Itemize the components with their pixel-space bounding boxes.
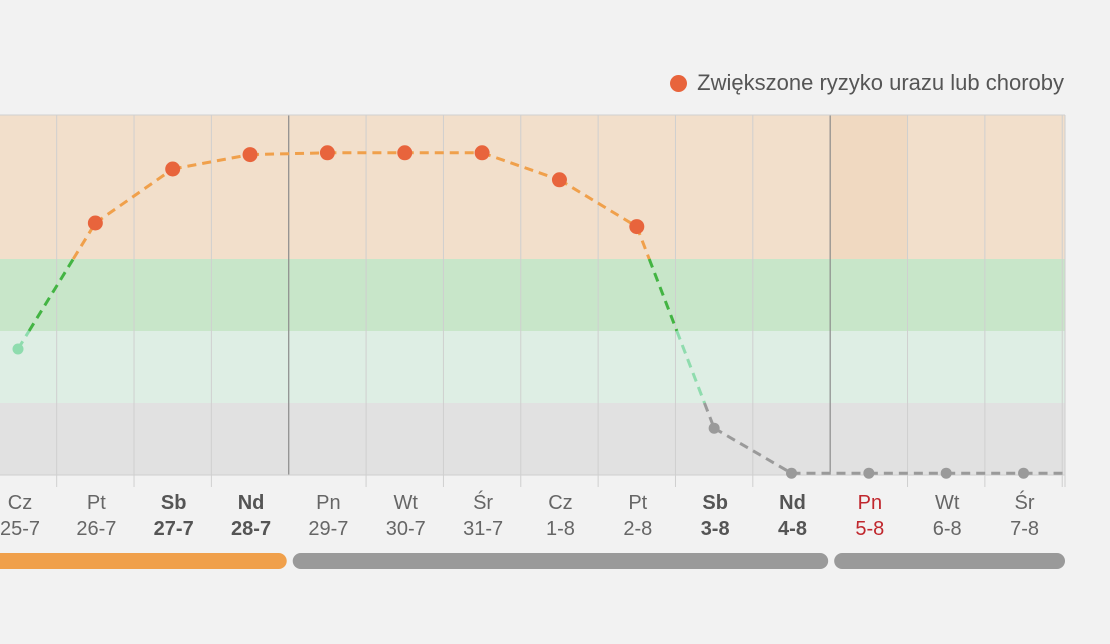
tick-day-label: Sb xyxy=(161,492,187,514)
tick-day-label: Cz xyxy=(548,492,572,514)
tick-date-label: 7-8 xyxy=(1010,518,1039,540)
week-bar-past xyxy=(0,553,287,569)
tick-date-label: 1-8 xyxy=(546,518,575,540)
tick-day-label: Nd xyxy=(779,492,806,514)
tick-date-label: 31-7 xyxy=(463,518,503,540)
chart-points xyxy=(12,145,1030,479)
tick-day-label: Pn xyxy=(858,492,882,514)
data-point xyxy=(863,467,875,479)
tick-day-label: Śr xyxy=(1015,490,1035,514)
data-point xyxy=(708,422,720,434)
tick-date-label: 30-7 xyxy=(386,518,426,540)
band-mid xyxy=(0,331,1065,403)
week-bar-week xyxy=(834,553,1065,569)
tick-day-label: Śr xyxy=(473,490,493,514)
week-bars xyxy=(0,553,1065,569)
chart-grid xyxy=(0,114,1066,487)
week-bar-week xyxy=(292,553,829,569)
band-good xyxy=(0,259,1065,331)
chart-bands xyxy=(0,115,1065,475)
tick-day-label: Cz xyxy=(8,492,32,514)
data-point xyxy=(940,467,952,479)
tick-date-label: 28-7 xyxy=(231,518,271,540)
tick-day-label: Nd xyxy=(238,492,265,514)
data-point xyxy=(242,147,258,163)
data-point xyxy=(165,161,181,177)
series-line-segment xyxy=(675,330,706,404)
tick-day-label: Pt xyxy=(87,492,106,514)
series-line-segment xyxy=(250,151,328,157)
data-point xyxy=(12,343,24,355)
band-high xyxy=(0,115,1065,259)
data-point xyxy=(786,467,797,479)
legend: Zwiększone ryzyko urazu lub choroby xyxy=(670,70,1064,96)
tick-date-label: 6-8 xyxy=(933,518,962,540)
tick-day-label: Sb xyxy=(702,492,728,514)
band-highlight xyxy=(830,115,908,259)
data-point xyxy=(397,145,413,161)
series-line-segment xyxy=(481,151,560,182)
tick-date-label: 27-7 xyxy=(154,518,194,540)
data-point xyxy=(319,145,335,161)
data-point xyxy=(551,172,567,188)
tick-date-label: 4-8 xyxy=(778,518,807,540)
tick-date-label: 2-8 xyxy=(623,518,652,540)
tick-day-label: Wt xyxy=(935,492,960,514)
series-line-segment xyxy=(94,167,174,225)
legend-marker-icon xyxy=(670,74,688,92)
tick-day-label: Pt xyxy=(628,492,647,514)
tick-date-label: 3-8 xyxy=(701,518,730,540)
series-line-segment xyxy=(647,258,679,332)
data-point xyxy=(1018,467,1030,479)
tick-day-label: Wt xyxy=(394,492,419,514)
tick-date-label: 26-7 xyxy=(76,518,116,540)
legend-label: Zwiększone ryzyko urazu lub choroby xyxy=(697,70,1064,95)
band-low xyxy=(0,403,1065,475)
tick-date-label: 5-8 xyxy=(855,518,884,540)
tick-date-label: 25-7 xyxy=(0,518,40,540)
data-point xyxy=(629,219,645,235)
tick-date-label: 29-7 xyxy=(308,518,348,540)
data-point xyxy=(87,215,103,231)
series-line-segment xyxy=(558,178,638,228)
tick-day-label: Pn xyxy=(316,492,340,514)
x-axis-ticks: Cz 25-7 Pt 26-7 Sb 27-7 Nd 28-7 Pn 29-7 Wt 30-7 Śr 31… xyxy=(0,490,1039,540)
chart-lines xyxy=(16,151,1065,475)
series-line-segment xyxy=(172,153,251,171)
data-point xyxy=(474,145,490,161)
